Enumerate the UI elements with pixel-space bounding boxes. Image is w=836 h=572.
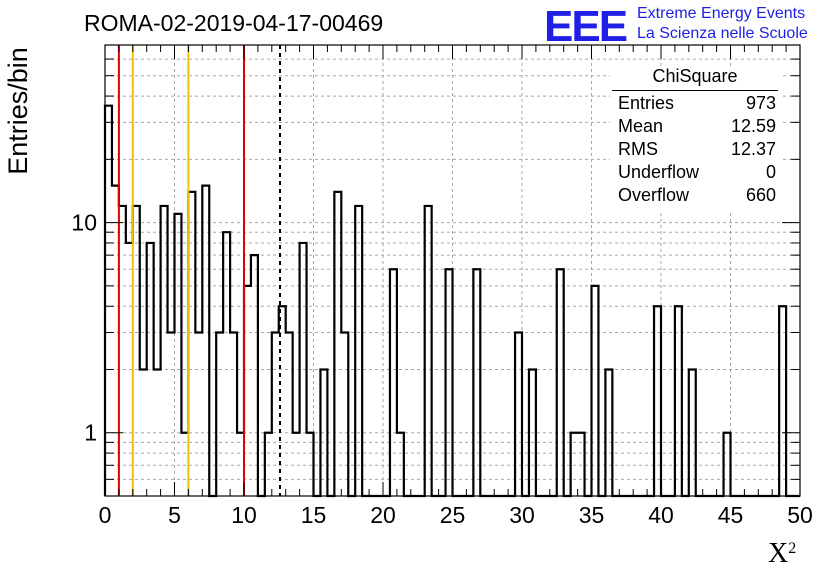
stats-value: 12.37 — [730, 139, 776, 159]
x-tick-label: 0 — [99, 502, 112, 528]
x-tick-label: 20 — [370, 502, 396, 528]
y-axis-label: Entries/bin — [3, 47, 33, 175]
stats-key: Underflow — [618, 162, 700, 182]
x-tick-label: 10 — [231, 502, 257, 528]
stats-row-rms: RMS 12.37 — [618, 139, 776, 161]
stats-key: Mean — [618, 116, 664, 136]
x-axis-label-text: X — [768, 538, 789, 569]
x-tick-label: 25 — [440, 502, 466, 528]
stats-value: 0 — [765, 162, 776, 182]
x-tick-label: 40 — [648, 502, 674, 528]
stats-value: 12.59 — [730, 116, 776, 136]
stats-value: 660 — [745, 185, 776, 205]
stats-divider — [612, 90, 778, 91]
x-tick-label: 45 — [718, 502, 744, 528]
stats-key: Entries — [618, 93, 675, 113]
x-tick-label: 35 — [579, 502, 605, 528]
stats-value: 973 — [745, 93, 776, 113]
x-tick-label: 5 — [168, 502, 181, 528]
stats-key: Overflow — [618, 185, 690, 205]
logo-subtitle-2: La Scienza nelle Scuole — [637, 25, 808, 42]
stats-row-entries: Entries 973 — [618, 93, 776, 115]
x-tick-label: 30 — [509, 502, 535, 528]
stats-title: ChiSquare — [652, 66, 738, 86]
x-axis-label-sup: 2 — [788, 540, 797, 557]
eee-logo: EEE — [544, 2, 628, 51]
stats-key: RMS — [618, 139, 658, 159]
stats-row-mean: Mean 12.59 — [618, 116, 776, 138]
x-tick-label: 50 — [787, 502, 813, 528]
chart-title: ROMA-02-2019-04-17-00469 — [84, 10, 384, 36]
y-tick-label: 10 — [71, 210, 97, 236]
stats-box: ChiSquare Entries 973 Mean 12.59 RMS 12.37 … — [610, 66, 780, 210]
stats-row-underflow: Underflow 0 — [618, 162, 776, 184]
x-tick-label: 15 — [301, 502, 327, 528]
y-tick-label: 1 — [84, 420, 97, 446]
x-axis-label: X2 — [768, 538, 796, 570]
logo-subtitle-1: Extreme Energy Events — [637, 5, 806, 22]
stats-row-overflow: Overflow 660 — [618, 185, 776, 207]
